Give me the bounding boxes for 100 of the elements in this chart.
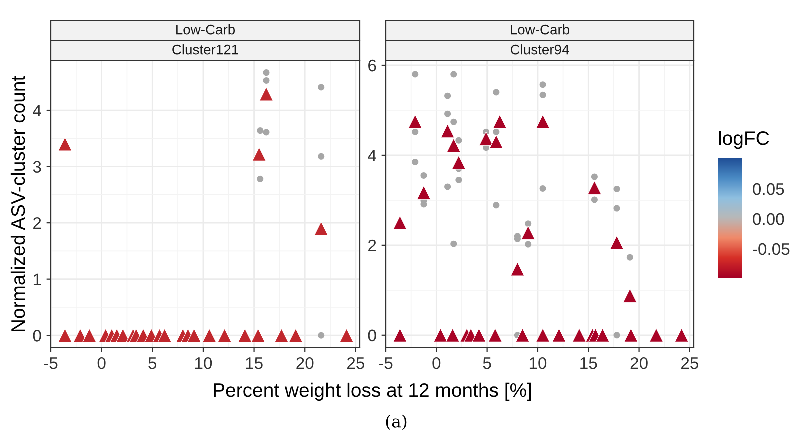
y-tick-label: 2 [368,240,376,252]
x-tick-label: 10 [195,357,212,370]
y-tick-label: 3 [33,161,42,173]
point [493,128,500,136]
point [591,174,598,180]
color-bar-title: logFC [719,131,770,150]
point [314,222,328,236]
point [274,328,289,343]
point [572,328,587,342]
point [446,138,461,153]
point [614,332,620,339]
point [516,328,530,342]
point [479,132,494,146]
chart-title: Low-Carb [511,24,570,35]
point [488,328,502,342]
x-tick-label: 10 [530,357,547,370]
point [588,180,602,195]
x-tick-label: 0 [98,357,106,370]
point [626,254,634,261]
x-tick-label: 15 [246,358,263,370]
y-tick-label: 1 [34,274,42,286]
chart-subtitle: Cluster121 [172,44,238,55]
point [623,288,638,303]
x-axis-title: Percent weight loss at 12 months [%] [214,382,532,402]
point [412,71,419,78]
point [552,328,566,342]
point [649,328,664,342]
point [444,92,452,100]
x-tick-label: 25 [682,357,699,370]
point [58,328,72,343]
point [521,226,536,240]
x-tick-label: 5 [148,358,157,370]
point [610,236,624,250]
point [393,216,408,230]
point [318,84,325,91]
point [493,89,500,96]
x-tick-label: 5 [483,358,492,370]
point [591,196,598,204]
chart-title: Low-Carb [176,24,236,35]
point [440,124,455,138]
y-tick-label: 2 [34,217,42,230]
point [187,328,202,343]
point [82,328,97,343]
point [257,176,264,182]
color-bar-label: 0.05 [753,183,784,196]
point [510,262,525,276]
point [536,328,550,342]
point [158,328,172,343]
point [259,87,274,102]
point [251,328,266,343]
point [58,137,72,152]
point [614,186,620,192]
point [525,220,532,228]
point [288,328,304,343]
point [408,114,422,129]
point [202,328,217,343]
x-tick-label: 0 [432,357,441,370]
x-tick-label: -5 [379,358,393,370]
point [412,158,419,166]
point [412,128,419,136]
point [456,137,462,144]
point [252,147,266,162]
point [444,110,452,118]
point [540,92,546,98]
y-tick-label: 4 [33,105,42,117]
point [624,328,638,342]
y-axis-title: Normalized ASV-cluster count [10,76,26,332]
point [450,118,458,126]
point [444,184,452,190]
point [450,240,458,248]
y-tick-label: 0 [368,330,376,342]
point [263,77,270,84]
y-tick-label: 4 [368,150,376,162]
text: (a) [386,414,407,430]
x-tick-label: 20 [296,357,314,370]
point [493,202,500,209]
y-tick-label: 0 [33,330,42,342]
point [614,205,620,212]
point [420,172,428,179]
x-tick-label: 15 [580,358,598,370]
x-tick-label: -5 [44,358,58,370]
point [489,134,504,150]
x-tick-label: 20 [630,357,648,370]
y-tick-label: 6 [368,60,376,72]
color-bar-label: 0.00 [753,213,784,226]
point [472,328,486,342]
point [263,129,270,136]
point [452,156,466,170]
x-tick-label: 25 [348,357,365,370]
point [492,114,508,129]
point [218,328,232,343]
point [450,71,458,78]
point [446,328,460,342]
point [434,328,448,342]
point [540,82,546,88]
point [318,332,325,339]
chart-subtitle: Cluster94 [510,44,570,55]
point [340,328,354,343]
point [238,328,252,343]
point [536,114,550,129]
